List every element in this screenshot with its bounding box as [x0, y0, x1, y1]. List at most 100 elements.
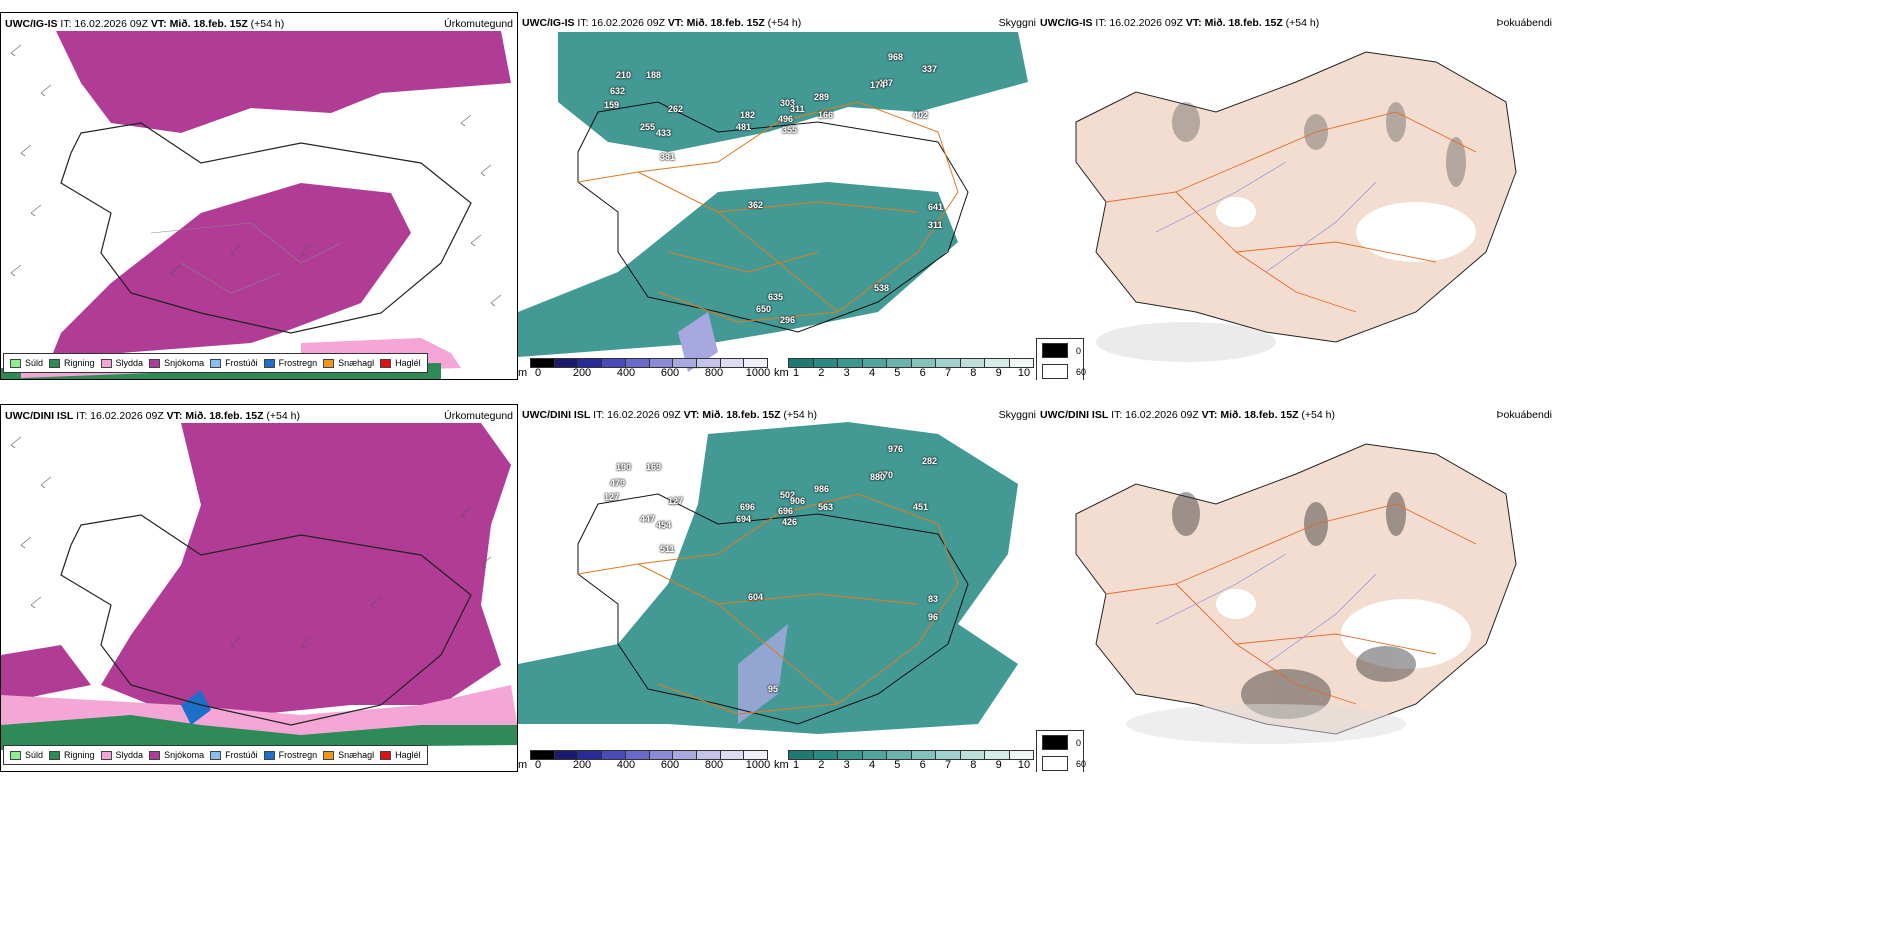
colorbar-tick: 9	[995, 759, 1002, 771]
panel-header: UWC/IG-IS IT: 16.02.2026 09Z VT: Mið. 18…	[1040, 17, 1320, 29]
elevation-label: 696	[778, 506, 794, 516]
colorbar-tick: 2	[818, 367, 825, 379]
legend-swatch	[263, 750, 275, 760]
elevation-label: 986	[814, 484, 830, 494]
colorbar-segment	[554, 359, 579, 367]
legend-item: Snjókoma	[149, 750, 204, 760]
elevation-label: 906	[790, 496, 806, 506]
legend-swatch	[380, 358, 392, 368]
map-canvas	[1, 31, 511, 379]
elevation-label: 311	[928, 220, 943, 230]
legend-item: Frostregn	[263, 750, 318, 760]
colorbar-tick: 4	[868, 759, 876, 771]
visibility-map-top: UWC/IG-IS IT: 16.02.2026 09Z VT: Mið. 18…	[518, 12, 1036, 380]
legend-label: Slydda	[115, 750, 144, 760]
elevation-label: 303	[780, 98, 796, 108]
elevation-label: 694	[736, 514, 752, 524]
colorbar-segment	[838, 751, 863, 759]
colorbar-segment	[813, 359, 838, 367]
legend-item: Súld	[10, 358, 43, 368]
legend-label: Frostúði	[225, 750, 258, 760]
colorbar-segment	[720, 359, 745, 367]
elevation-label: 169	[646, 462, 662, 472]
colorbar-segment	[813, 751, 838, 759]
legend-label: Haglél	[395, 750, 421, 760]
elevation-label: 95	[768, 684, 779, 694]
colorbar-tick: 4	[868, 367, 876, 379]
colorbar-tick: 2	[818, 759, 825, 771]
colorbar-segment	[789, 359, 814, 367]
legend-item: Súld	[10, 750, 43, 760]
panel-label: Skyggni	[998, 17, 1036, 29]
colorbar-segment	[649, 751, 674, 759]
visibility-unit: km	[774, 367, 789, 379]
elevation-label: 563	[818, 502, 834, 512]
elevation-label: 127	[668, 496, 684, 506]
colorbar-segment	[936, 751, 961, 759]
colorbar-tick: 7	[944, 759, 952, 771]
panel-header: UWC/DINI ISL IT: 16.02.2026 09Z VT: Mið.…	[5, 410, 300, 422]
legend-swatch	[323, 358, 335, 368]
colorbar-tick: 10	[1017, 367, 1031, 379]
colorbar-segment	[578, 751, 603, 759]
elevation-label: 166	[818, 110, 834, 120]
colorbar-tick: 400	[616, 367, 636, 379]
legend-item: Snjókoma	[149, 358, 204, 368]
map-canvas	[1, 423, 517, 750]
colorbar-segment	[789, 751, 814, 759]
elevation-label: 880	[870, 472, 886, 482]
colorbar-tick: 6	[919, 367, 926, 379]
colorbar-segment	[531, 751, 555, 759]
colorbar-segment	[673, 751, 697, 759]
colorbar-segment	[1009, 359, 1033, 367]
colorbar-tick: 6	[919, 759, 926, 771]
colorbar-tick: 200	[572, 759, 592, 771]
colorbar-tick: 0	[534, 367, 542, 379]
elevation-label: 976	[888, 444, 904, 454]
height-colorbar: m 0 200 400 600 800 1000	[518, 750, 770, 772]
legend-label: Snæhagl	[338, 358, 375, 368]
colorbar-tick: 8	[970, 759, 977, 771]
colorbar-segment	[911, 359, 936, 367]
legend-swatch	[10, 750, 21, 760]
elevation-label: 337	[922, 64, 938, 74]
colorbar-tick: 800	[704, 367, 724, 379]
legend-swatch	[49, 750, 61, 760]
panel-label: Þokuábendi	[1496, 17, 1552, 29]
panel-label: Skyggni	[998, 409, 1036, 421]
legend-label: Slydda	[115, 358, 144, 368]
legend-label: Frostregn	[278, 750, 318, 760]
colorbar-segment	[625, 751, 650, 759]
colorbar-tick: 5	[894, 759, 901, 771]
elevation-label: 496	[778, 114, 794, 124]
colorbar-tick: 1000	[745, 759, 771, 771]
legend-item: Snæhagl	[323, 750, 374, 760]
legend-label: Frostúði	[225, 358, 258, 368]
colorbar-segment	[911, 751, 936, 759]
elevation-label: 604	[748, 592, 764, 602]
colorbar-segment	[673, 359, 697, 367]
legend-item: Rigning	[49, 358, 95, 368]
fog-map-bottom: UWC/DINI ISL IT: 16.02.2026 09Z VT: Mið.…	[1036, 404, 1552, 772]
colorbar-tick: 5	[894, 367, 901, 379]
elevation-label: 96	[928, 612, 939, 622]
elevation-label: 262	[668, 104, 684, 114]
colorbar-tick: 600	[660, 759, 680, 771]
colorbar-tick: 800	[704, 759, 724, 771]
colorbar-segment	[578, 359, 603, 367]
map-canvas	[518, 422, 1018, 734]
elevation-label: 255	[640, 122, 656, 132]
elevation-label: 641	[928, 202, 944, 212]
colorbar-segment	[960, 751, 985, 759]
colorbar-segment	[625, 359, 650, 367]
legend-item: Rigning	[49, 750, 95, 760]
elevation-label: 426	[782, 517, 798, 527]
legend-swatch	[210, 358, 222, 368]
visibility-colorbar: km 1 2 3 4 5 6 7 8 9 10	[774, 358, 1034, 380]
colorbar-segment	[862, 359, 887, 367]
legend-swatch	[380, 750, 392, 760]
colorbar-tick: 10	[1017, 759, 1031, 771]
legend-swatch	[100, 358, 112, 368]
elevation-label: 355	[782, 125, 798, 135]
colorbar-segment	[838, 359, 863, 367]
